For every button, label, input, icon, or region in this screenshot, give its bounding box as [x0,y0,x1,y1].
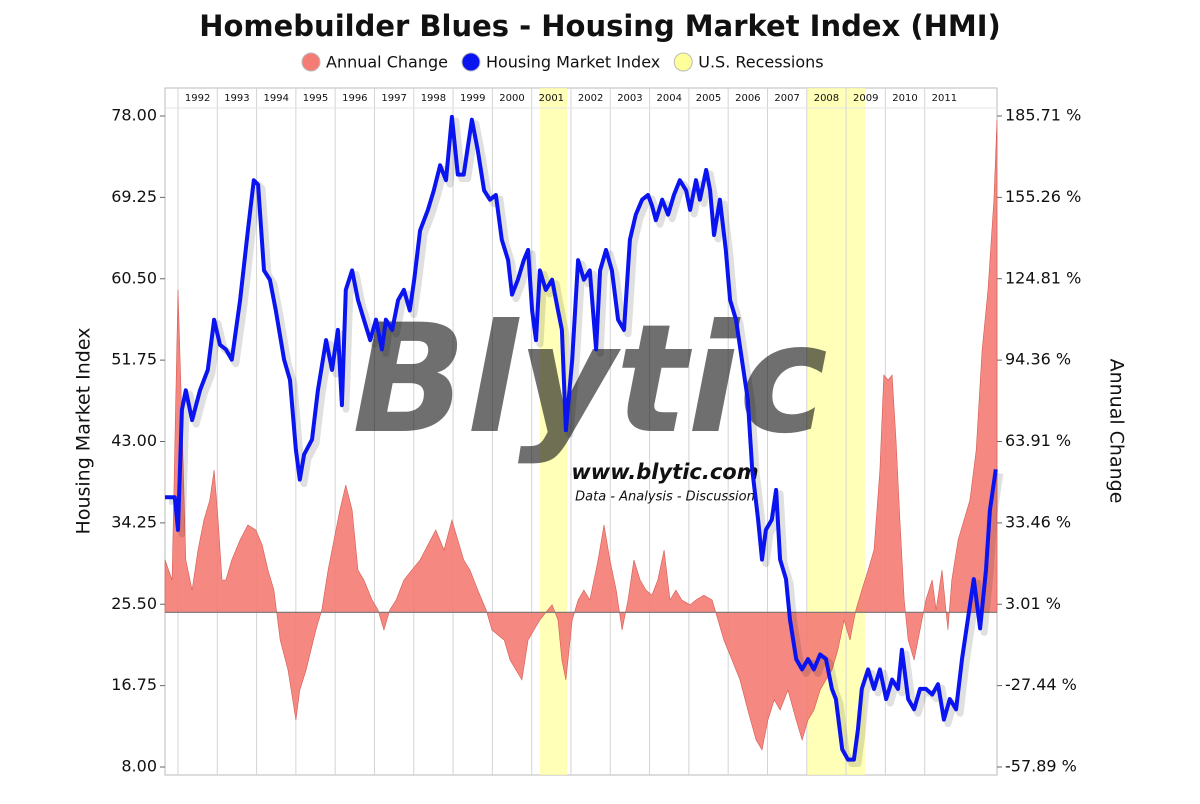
x-tick-label: 2011 [932,93,957,104]
x-tick-label: 2000 [499,93,524,104]
y2-tick-label: 63.91 % [1005,431,1071,450]
hmi-line [165,114,998,762]
y-tick-label: 51.75 [111,350,157,369]
x-tick-label: 2001 [539,93,564,104]
x-tick-label: 1998 [421,93,446,104]
y2-axis-title: Annual Change [1106,359,1128,504]
legend-label: U.S. Recessions [698,53,823,72]
annual-change-area [164,119,998,751]
y-tick-label: 25.50 [111,594,157,613]
x-tick-label: 2004 [657,93,682,104]
y2-tick-label: 124.81 % [1005,268,1081,287]
x-tick-label: 1996 [342,93,367,104]
legend-label: Annual Change [326,53,448,72]
x-tick-label: 2008 [814,93,839,104]
y2-tick-label: 3.01 % [1005,594,1061,613]
x-tick-label: 2005 [696,93,721,104]
y2-tick-label: -27.44 % [1005,675,1077,694]
y-tick-label: 8.00 [121,757,157,776]
watermark-url: www.blytic.com [571,460,758,484]
y-tick-label: 16.75 [111,675,157,694]
chart-title: Homebuilder Blues - Housing Market Index… [199,9,1001,43]
y2-tick-label: 185.71 % [1005,106,1081,125]
x-tick-label: 2010 [892,93,917,104]
y2-tick-label: 155.26 % [1005,187,1081,206]
x-tick-label: 2003 [617,93,642,104]
y2-tick-label: -57.89 % [1005,757,1077,776]
legend: Annual Change Housing Market Index U.S. Re… [301,52,824,72]
marks [164,114,1004,768]
x-tick-label: 2002 [578,93,603,104]
y-tick-label: 34.25 [111,512,157,531]
x-tick-label: 1999 [460,93,485,104]
y2-tick-label: 94.36 % [1005,350,1071,369]
x-tick-label: 2009 [853,93,878,104]
y-tick-label: 69.25 [111,187,157,206]
x-tick-label: 2007 [774,93,799,104]
y-tick-label: 43.00 [111,431,157,450]
y-tick-label: 78.00 [111,106,157,125]
legend-swatch [673,52,693,72]
x-tick-label: 1993 [224,93,249,104]
legend-swatch [301,52,321,72]
x-tick-label: 2006 [735,93,760,104]
watermark-tagline: Data - Analysis - Discussion [575,490,755,505]
x-tick-label: 1994 [263,93,288,104]
x-tick-label: 1997 [381,93,406,104]
y-axis-title: Housing Market Index [73,328,95,535]
axes: 8.00 16.75 25.50 34.25 43.00 51.75 60.50 69.25 7… [111,106,1081,776]
legend-label: Housing Market Index [486,53,660,72]
y-tick-label: 60.50 [111,268,157,287]
x-tick-label: 1995 [303,93,328,104]
y2-tick-label: 33.46 % [1005,512,1071,531]
x-tick-label: 1992 [185,93,210,104]
legend-swatch [461,52,481,72]
